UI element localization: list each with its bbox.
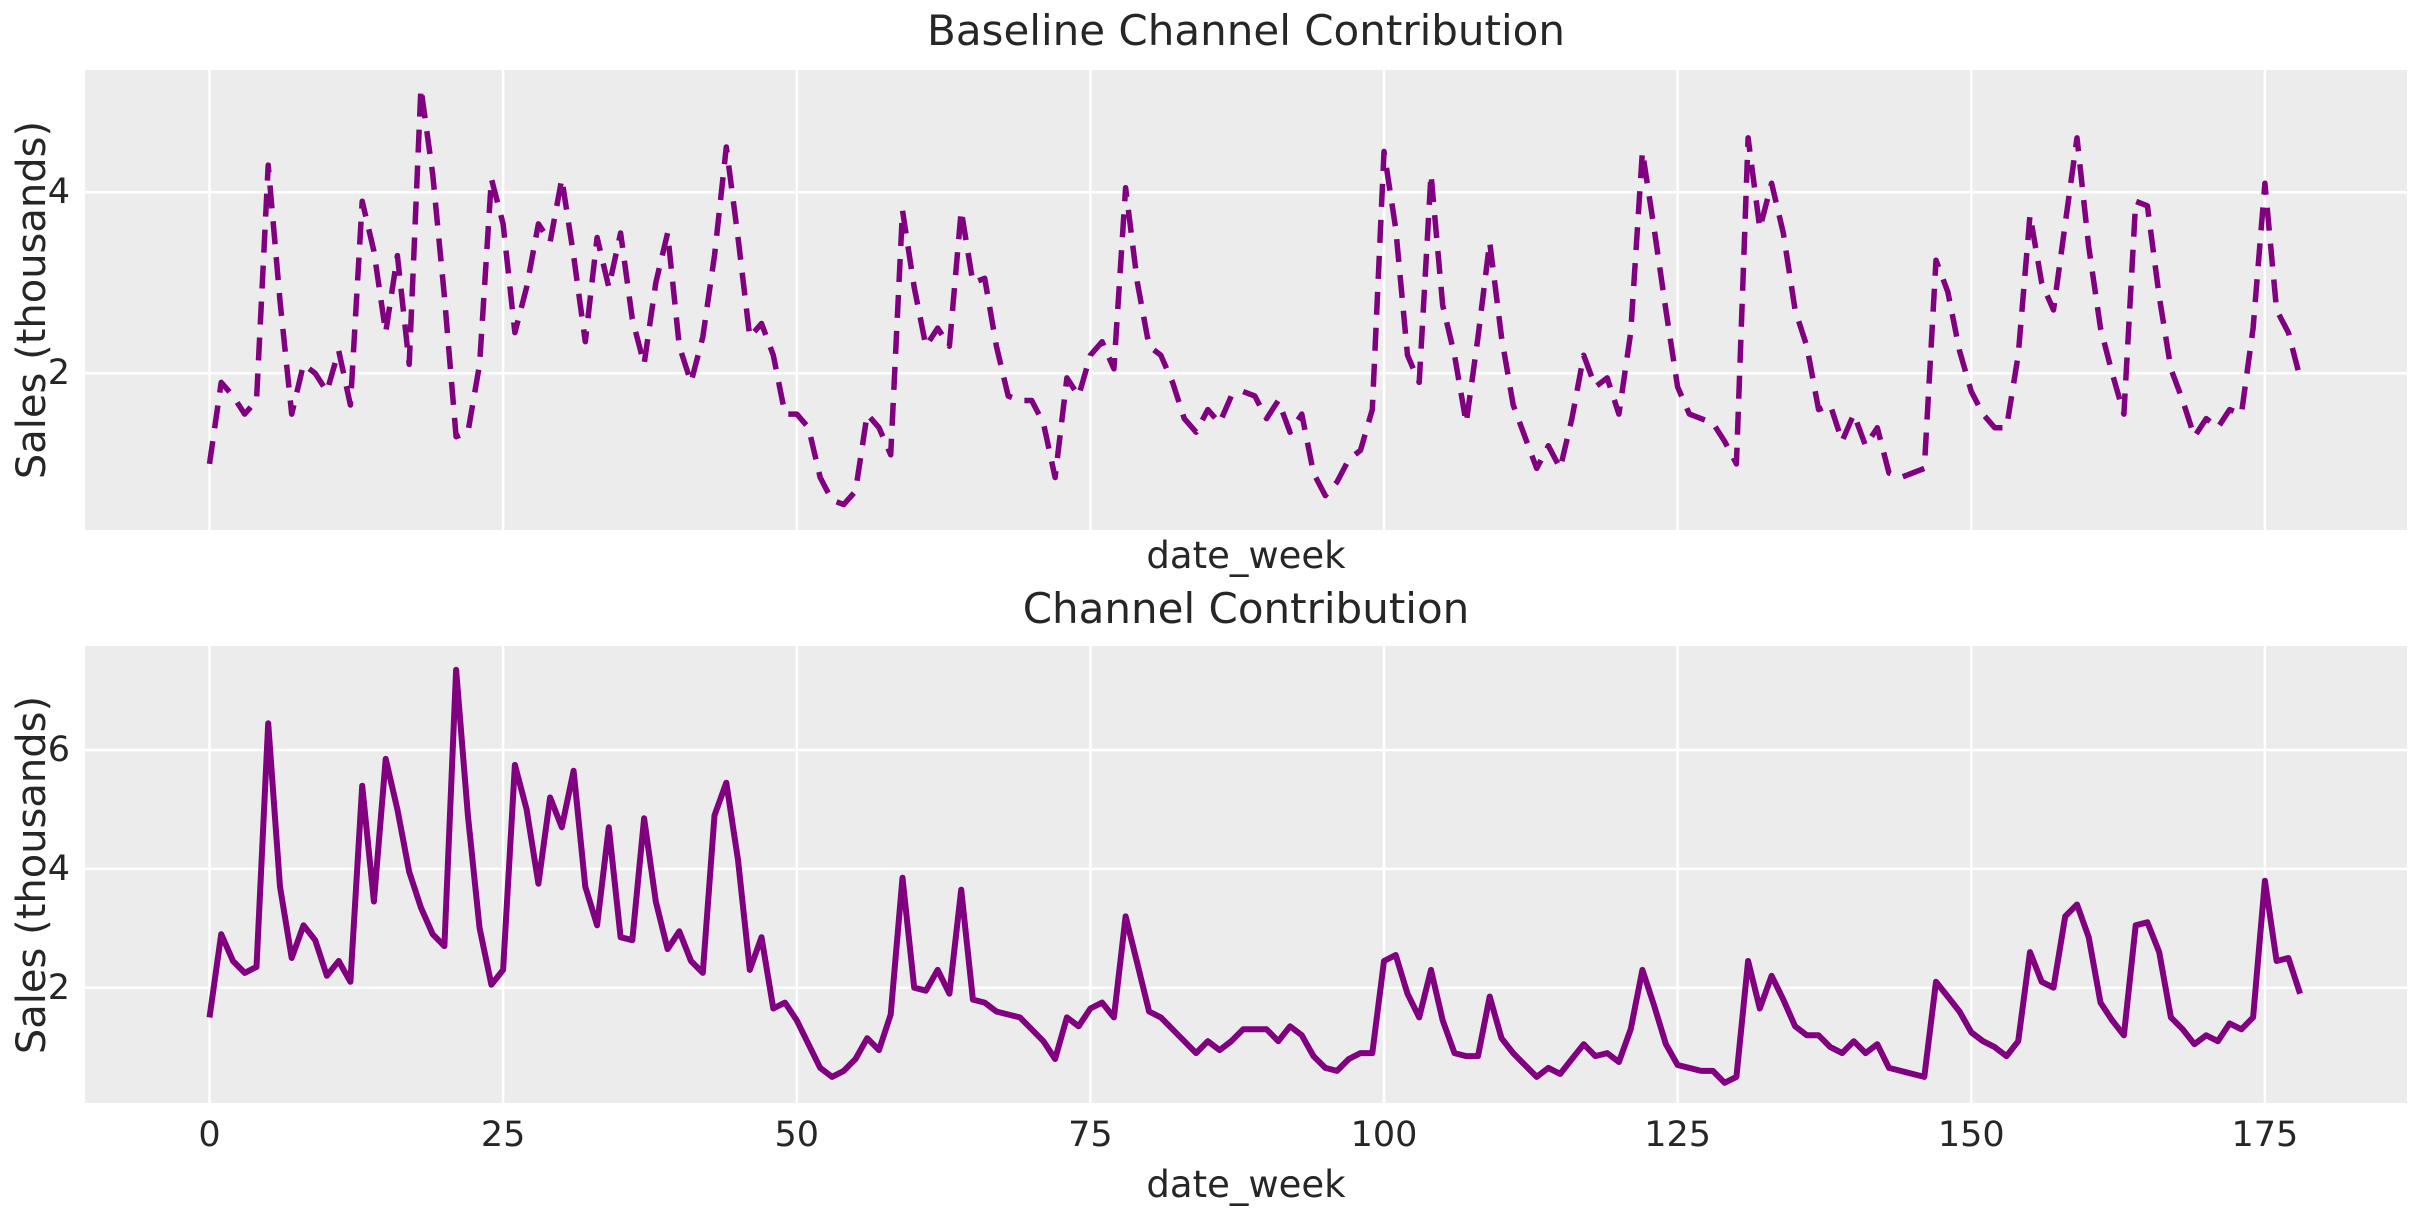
- x-tick-label: 175: [2231, 1115, 2299, 1155]
- x-tick-label: 75: [1068, 1115, 1113, 1155]
- x-tick-label: 125: [1644, 1115, 1712, 1155]
- y-tick-label: 2: [47, 353, 70, 394]
- top-plot-area: [85, 70, 2407, 530]
- y-tick-label: 6: [47, 729, 70, 770]
- bottom-plot-area: [85, 646, 2407, 1103]
- x-tick-label: 50: [774, 1115, 820, 1155]
- solid-series-line: [206, 666, 2303, 1086]
- x-tick-label: 150: [1937, 1115, 2005, 1155]
- x-tick-label: 100: [1350, 1115, 1418, 1155]
- x-tick-label: 25: [480, 1115, 526, 1155]
- y-tick-label: 4: [47, 172, 70, 213]
- top-chart-title: Baseline Channel Contribution: [927, 6, 1565, 55]
- dashed-series-line: [206, 85, 2303, 508]
- y-tick-label: 2: [47, 967, 70, 1008]
- top-x-axis-label: date_week: [1146, 534, 1346, 577]
- bottom-chart-title: Channel Contribution: [1022, 584, 1470, 633]
- bottom-x-axis-label: date_week: [1146, 1163, 1346, 1206]
- x-tick-label: 0: [198, 1115, 221, 1155]
- y-tick-label: 4: [47, 848, 70, 889]
